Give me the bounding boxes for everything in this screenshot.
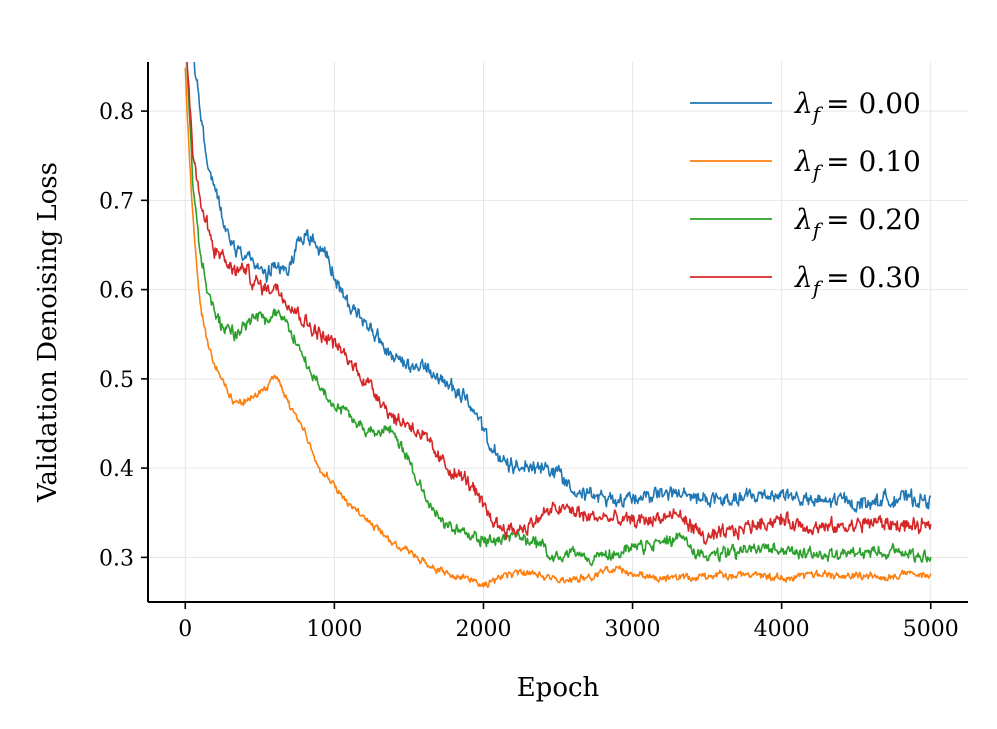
legend-label-3: λf = 0.30: [794, 261, 921, 300]
legend-subscript-3: f: [811, 276, 824, 300]
legend-symbol-3: λ: [794, 261, 813, 294]
x-tick-label-1: 1000: [306, 617, 362, 642]
legend-label-1: λf = 0.10: [794, 145, 921, 184]
y-tick-label-0: 0.3: [99, 546, 134, 571]
series-layer: [184, 62, 932, 588]
series-line-2: [186, 62, 932, 567]
y-tick-label-4: 0.7: [99, 189, 134, 214]
legend-value-2: = 0.20: [826, 203, 921, 236]
legend-symbol-2: λ: [794, 203, 813, 236]
legend-value-0: = 0.00: [826, 87, 921, 120]
series-line-3: [186, 62, 932, 545]
y-tick-label-3: 0.6: [99, 279, 134, 304]
series-line-0: [193, 62, 932, 513]
legend-value-1: = 0.10: [826, 145, 921, 178]
legend-subscript-0: f: [811, 102, 824, 126]
x-tick-label-2: 2000: [455, 617, 511, 642]
x-tick-label-0: 0: [178, 617, 192, 642]
legend-label-2: λf = 0.20: [794, 203, 921, 242]
legend-label-0: λf = 0.00: [794, 87, 921, 126]
series-line-1: [184, 67, 932, 588]
y-ticks: 0.3 0.4 0.5 0.6 0.7 0.8: [99, 100, 148, 571]
legend-value-3: = 0.30: [826, 261, 921, 294]
y-tick-label-5: 0.8: [99, 100, 134, 125]
y-tick-label-1: 0.4: [99, 457, 134, 482]
x-axis-label: Epoch: [517, 673, 600, 703]
legend-subscript-1: f: [811, 160, 824, 184]
x-tick-label-5: 5000: [903, 617, 959, 642]
legend-symbol-0: λ: [794, 87, 813, 120]
x-tick-label-3: 3000: [605, 617, 661, 642]
x-ticks: 0 1000 2000 3000 4000 5000: [178, 602, 959, 642]
y-axis-label: Validation Denoising Loss: [33, 162, 63, 503]
legend-symbol-1: λ: [794, 145, 813, 178]
grid: [148, 62, 968, 602]
x-tick-label-4: 4000: [754, 617, 810, 642]
legend-subscript-2: f: [811, 218, 824, 242]
axes: [147, 62, 968, 603]
y-tick-label-2: 0.5: [99, 368, 134, 393]
